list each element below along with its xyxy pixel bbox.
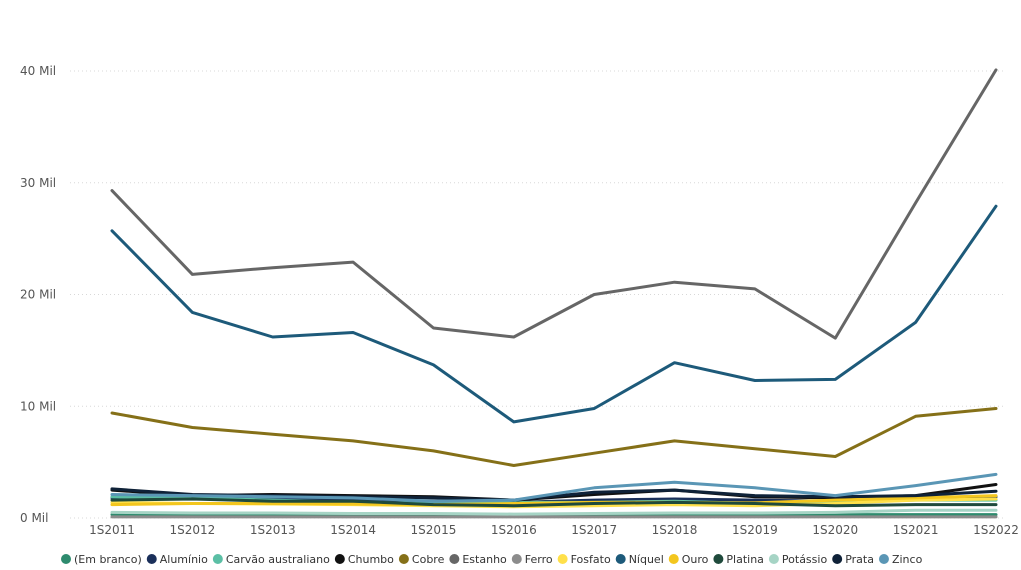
legend-item[interactable]: Zinco: [878, 553, 923, 566]
legend-item[interactable]: Ouro: [668, 553, 709, 566]
series-line: [110, 494, 998, 507]
grid: [70, 70, 1005, 519]
legend-item[interactable]: Fosfato: [557, 553, 611, 566]
series-4: [110, 407, 998, 467]
legend-item[interactable]: (Em branco): [61, 553, 142, 566]
series-line: [110, 508, 998, 516]
series-11: [110, 508, 998, 516]
legend-label: Potássio: [782, 553, 828, 566]
x-tick-label: 1S2013: [250, 523, 296, 537]
legend-label: Prata: [845, 553, 874, 566]
legend-item[interactable]: Chumbo: [334, 553, 394, 566]
legend-marker: [146, 554, 157, 564]
series-8: [110, 204, 998, 424]
legend-item[interactable]: Níquel: [615, 553, 664, 566]
y-tick-label: 10 Mil: [20, 399, 56, 413]
legend-marker: [713, 554, 724, 564]
y-axis-ticks: 0 Mil 10 Mil 20 Mil 30 Mil 40 Mil: [20, 64, 56, 525]
legend-label: Chumbo: [348, 553, 394, 566]
x-tick-label: 1S2011: [89, 523, 135, 537]
series-line: [110, 472, 998, 503]
series-line: [110, 204, 998, 424]
y-tick-label: 20 Mil: [20, 288, 56, 302]
legend-item[interactable]: Ferro: [511, 553, 553, 566]
legend-marker: [878, 554, 889, 564]
legend-label: Zinco: [892, 553, 923, 566]
legend-marker: [334, 554, 345, 564]
legend-marker: [511, 554, 522, 564]
x-tick-label: 1S2021: [893, 523, 939, 537]
legend-marker: [212, 554, 223, 564]
series-lines: [110, 68, 998, 519]
x-tick-label: 1S2020: [812, 523, 858, 537]
legend-marker: [668, 554, 679, 564]
legend-item[interactable]: Alumínio: [146, 553, 208, 566]
legend-marker: [768, 554, 779, 564]
legend-marker: [615, 554, 626, 564]
legend-item[interactable]: Estanho: [449, 553, 507, 566]
legend-item[interactable]: Cobre: [398, 553, 445, 566]
series-line: [110, 407, 998, 467]
legend-item[interactable]: Platina: [713, 553, 764, 566]
legend-label: Ouro: [682, 553, 709, 566]
legend: (Em branco) Alumínio Carvão australiano Chu…: [61, 553, 923, 566]
legend-marker: [398, 554, 409, 564]
x-axis-ticks: 1S2011 1S2012 1S2013 1S2014 1S2015 1S2016 1S20…: [89, 523, 1019, 537]
legend-item[interactable]: Carvão australiano: [212, 553, 330, 566]
x-tick-label: 1S2014: [330, 523, 376, 537]
series-line: [110, 497, 998, 508]
legend-label: Cobre: [412, 553, 445, 566]
legend-label: Alumínio: [160, 553, 208, 566]
x-tick-label: 1S2017: [571, 523, 617, 537]
series-5: [110, 68, 998, 340]
legend-marker: [449, 554, 460, 564]
y-tick-label: 40 Mil: [20, 64, 56, 78]
legend-marker: [61, 554, 71, 564]
y-tick-label: 30 Mil: [20, 176, 56, 190]
x-tick-label: 1S2019: [732, 523, 778, 537]
series-13: [110, 472, 998, 503]
legend-label: Níquel: [629, 553, 664, 566]
x-tick-label: 1S2022: [973, 523, 1019, 537]
legend-label: Fosfato: [571, 553, 611, 566]
x-tick-label: 1S2012: [169, 523, 215, 537]
series-10: [110, 497, 998, 508]
legend-label: Platina: [726, 553, 764, 566]
legend-label: Ferro: [525, 553, 553, 566]
legend-marker: [557, 554, 568, 564]
legend-label: Carvão australiano: [226, 553, 330, 566]
legend-label: (Em branco): [74, 553, 142, 566]
legend-label: Estanho: [462, 553, 507, 566]
x-tick-label: 1S2016: [491, 523, 537, 537]
legend-item[interactable]: Potássio: [768, 553, 828, 566]
x-tick-label: 1S2018: [652, 523, 698, 537]
legend-item[interactable]: Prata: [832, 553, 874, 566]
y-tick-label: 0 Mil: [20, 511, 48, 525]
series-line: [110, 68, 998, 340]
x-tick-label: 1S2015: [411, 523, 457, 537]
legend-marker: [832, 554, 843, 564]
